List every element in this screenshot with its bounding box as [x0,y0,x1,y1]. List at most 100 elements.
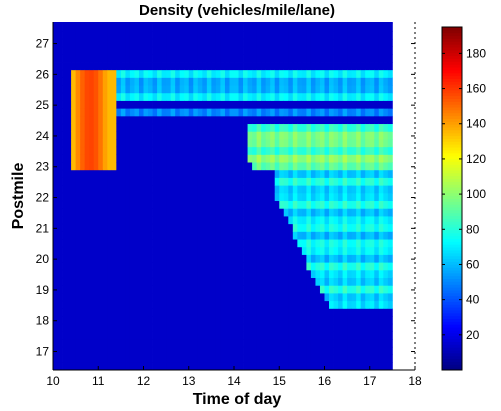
heatmap-cell [351,269,357,279]
heatmap-cell [351,354,357,363]
heatmap-cell [152,362,158,371]
heatmap-cell [170,331,176,340]
heatmap-cell [342,146,348,155]
heatmap-cell [301,46,307,55]
heatmap-cell [229,92,235,101]
heatmap-cell [220,92,226,101]
heatmap-cell [338,54,343,63]
heatmap-cell [57,216,63,225]
heatmap-cell [184,62,190,71]
heatmap-cell [143,162,149,171]
heatmap-cell [270,285,276,294]
heatmap-cell [270,85,276,94]
heatmap-cell [157,154,162,163]
heatmap-cell [202,285,208,294]
heatmap-cell [383,115,389,125]
heatmap-cell [324,38,330,48]
heatmap-cell [292,123,298,132]
heatmap-cell [310,54,316,63]
heatmap-cell [188,339,194,348]
heatmap-cell [252,69,258,78]
heatmap-cell [324,92,330,101]
heatmap-cell [134,323,140,332]
heatmap-cell [297,346,303,355]
heatmap-cell [125,139,131,148]
heatmap-cell [252,285,258,294]
heatmap-cell [274,331,280,340]
heatmap-cell [243,169,248,178]
colorbar-segment [442,35,462,39]
heatmap-cell [202,69,208,78]
heatmap-cell [152,162,158,171]
heatmap-cell [243,115,248,125]
heatmap-cell [301,38,307,48]
heatmap-cell [365,200,371,209]
colorbar-segment [442,61,462,65]
heatmap-cell [197,354,203,363]
heatmap-cell [206,223,212,232]
heatmap-cell [310,231,316,240]
heatmap-cell [329,38,334,48]
heatmap-cell [324,262,330,271]
heatmap-cell [193,354,199,363]
heatmap-cell [80,200,86,209]
heatmap-cell [306,246,312,255]
heatmap-cell [71,231,77,240]
heatmap-cell [98,231,104,240]
heatmap-cell [125,277,131,286]
heatmap-cell [288,316,294,325]
heatmap-cell [197,246,203,255]
heatmap-cell [288,246,294,255]
heatmap-cell [211,123,217,132]
heatmap-cell [374,54,380,63]
heatmap-cell [161,100,167,109]
heatmap-cell [80,339,86,348]
heatmap-cell [274,323,280,332]
heatmap-cell [383,139,389,148]
heatmap-cell [265,177,271,186]
heatmap-cell [211,254,217,263]
heatmap-cell [57,231,63,240]
heatmap-cell [356,277,362,286]
heatmap-cell [143,285,149,294]
heatmap-cell [247,277,253,286]
heatmap-cell [157,254,162,263]
heatmap-cell [347,139,353,148]
heatmap-cell [220,277,226,286]
heatmap-cell [53,169,58,178]
heatmap-cell [188,46,194,55]
heatmap-cell [134,100,140,109]
heatmap-cell [166,323,172,332]
heatmap-cell [197,331,203,340]
heatmap-cell [324,131,330,140]
heatmap-cell [261,323,267,332]
heatmap-cell [292,185,298,194]
heatmap-cell [279,277,285,286]
heatmap-cell [175,131,181,140]
heatmap-cell [261,269,267,279]
heatmap-cell [292,162,298,171]
heatmap-cell [310,216,316,225]
heatmap-cell [301,285,307,294]
heatmap-cell [301,22,307,24]
heatmap-cell [53,216,58,225]
heatmap-cell [378,108,384,117]
heatmap-cell [211,346,217,355]
heatmap-cell [179,92,185,101]
heatmap-cell [347,23,353,32]
heatmap-cell [324,339,330,348]
heatmap-cell [243,154,248,163]
heatmap-cell [193,154,199,163]
heatmap-cell [270,208,276,217]
heatmap-cell [265,192,271,202]
heatmap-cell [292,77,298,86]
heatmap-cell [134,162,140,171]
heatmap-cell [193,269,199,279]
heatmap-cell [247,108,253,117]
heatmap-cell [152,139,158,148]
heatmap-cell [211,277,217,286]
heatmap-cell [283,293,289,302]
heatmap-cell [170,239,176,248]
heatmap-cell [369,139,375,148]
heatmap-cell [360,22,366,24]
